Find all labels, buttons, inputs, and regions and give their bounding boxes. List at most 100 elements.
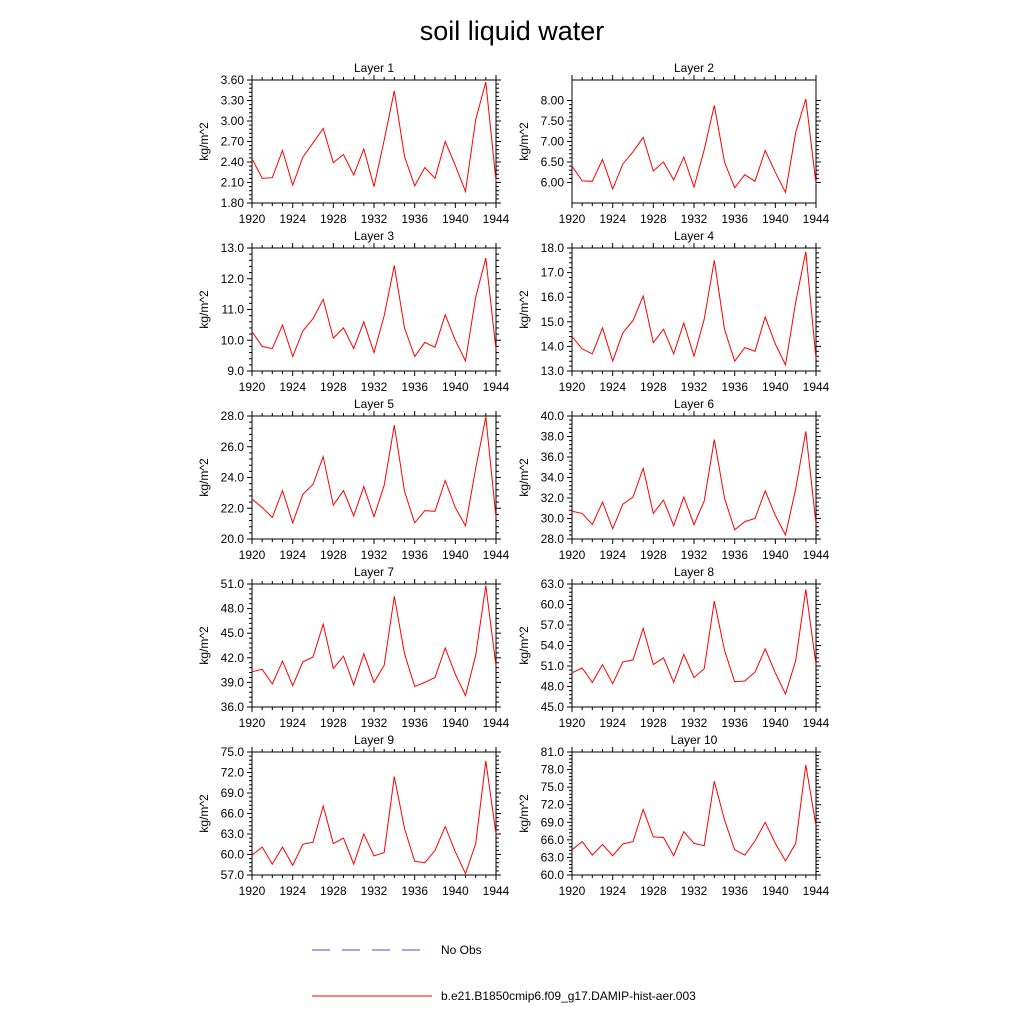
y-tick-label: 60.0	[541, 868, 565, 882]
x-tick-label: 1936	[721, 212, 748, 226]
y-tick-label: 10.0	[221, 333, 245, 347]
x-tick-label: 1932	[681, 380, 708, 394]
y-tick-label: 6.50	[541, 155, 565, 169]
x-tick-label: 1940	[762, 212, 789, 226]
x-tick-label: 1940	[762, 380, 789, 394]
x-tick-label: 1940	[442, 548, 469, 562]
x-tick-label: 1932	[681, 212, 708, 226]
y-tick-label: 17.0	[541, 266, 565, 280]
x-tick-label: 1944	[483, 548, 510, 562]
x-tick-label: 1936	[721, 380, 748, 394]
y-tick-label: 54.0	[541, 639, 565, 653]
y-tick-label: 34.0	[541, 471, 565, 485]
x-tick-label: 1920	[239, 548, 266, 562]
x-tick-label: 1920	[559, 380, 586, 394]
series-line	[571, 98, 817, 194]
y-tick-label: 36.0	[541, 450, 565, 464]
series-line	[571, 431, 817, 537]
x-tick-label: 1920	[239, 884, 266, 898]
panel-3: Layer 3 kg/m^2 9.0 10.0 11.0 12.0 13.0 1920 1924…	[197, 229, 510, 394]
y-tick-label: 57.0	[541, 618, 565, 632]
y-tick-label: 2.10	[221, 176, 245, 190]
panel-2: Layer 2 kg/m^2 6.00 6.50 7.00 7.50 8.00 1920 192…	[517, 61, 830, 226]
panel-title: Layer 4	[674, 229, 714, 243]
x-tick-label: 1944	[483, 380, 510, 394]
y-tick-label: 1.80	[221, 196, 245, 210]
x-tick-label: 1924	[279, 380, 306, 394]
series-line	[251, 257, 497, 363]
y-tick-label: 6.00	[541, 176, 565, 190]
plot-frame	[571, 751, 817, 876]
y-tick-label: 51.0	[221, 577, 245, 591]
x-tick-label: 1944	[483, 884, 510, 898]
panel-title: Layer 8	[674, 565, 714, 579]
x-tick-label: 1940	[762, 548, 789, 562]
y-tick-label: 13.0	[221, 241, 245, 255]
x-tick-label: 1924	[279, 212, 306, 226]
x-tick-label: 1924	[599, 716, 626, 730]
x-tick-label: 1928	[320, 380, 347, 394]
panel-10: Layer 10 kg/m^2 60.0 63.0 66.0 69.0 72.0 75.0 78…	[517, 733, 830, 898]
series-line	[251, 760, 497, 875]
y-tick-label: 42.0	[221, 651, 245, 665]
y-tick-label: 2.40	[221, 155, 245, 169]
x-tick-label: 1944	[803, 716, 830, 730]
y-tick-label: 9.0	[227, 364, 244, 378]
series-line	[251, 416, 497, 528]
panel-title: Layer 7	[354, 565, 394, 579]
y-axis-label: kg/m^2	[197, 290, 211, 329]
plot-frame	[251, 415, 497, 540]
y-tick-label: 28.0	[221, 409, 245, 423]
panel-5: Layer 5 kg/m^2 20.0 22.0 24.0 26.0 28.0 1920 192…	[197, 397, 510, 562]
x-tick-label: 1928	[640, 380, 667, 394]
x-tick-label: 1924	[279, 548, 306, 562]
y-tick-label: 8.00	[541, 94, 565, 108]
y-tick-label: 7.00	[541, 135, 565, 149]
plot-frame	[251, 583, 497, 708]
y-tick-label: 63.0	[541, 577, 565, 591]
y-tick-label: 48.0	[221, 602, 245, 616]
x-tick-label: 1924	[599, 212, 626, 226]
legend-label-model: b.e21.B1850cmip6.f09_g17.DAMIP-hist-aer.…	[441, 989, 696, 1003]
y-tick-label: 30.0	[541, 512, 565, 526]
y-tick-label: 63.0	[541, 850, 565, 864]
x-tick-label: 1928	[320, 212, 347, 226]
y-tick-label: 2.70	[221, 135, 245, 149]
panel-8: Layer 8 kg/m^2 45.0 48.0 51.0 54.0 57.0 60.0 63.…	[517, 565, 830, 730]
y-tick-label: 3.60	[221, 73, 245, 87]
y-tick-label: 26.0	[221, 440, 245, 454]
x-tick-label: 1928	[640, 716, 667, 730]
x-tick-label: 1928	[320, 716, 347, 730]
y-tick-label: 14.0	[541, 339, 565, 353]
x-tick-label: 1936	[401, 548, 428, 562]
panel-title: Layer 1	[354, 61, 394, 75]
x-tick-label: 1940	[442, 212, 469, 226]
x-tick-label: 1940	[442, 884, 469, 898]
x-tick-label: 1936	[401, 380, 428, 394]
x-tick-label: 1944	[803, 212, 830, 226]
y-tick-label: 22.0	[221, 501, 245, 515]
y-axis-label: kg/m^2	[197, 122, 211, 161]
x-tick-label: 1936	[721, 716, 748, 730]
y-tick-label: 48.0	[541, 680, 565, 694]
y-tick-label: 11.0	[222, 303, 245, 317]
y-tick-label: 18.0	[541, 241, 565, 255]
x-tick-label: 1920	[559, 548, 586, 562]
y-tick-label: 63.0	[221, 827, 245, 841]
x-tick-label: 1940	[442, 380, 469, 394]
series-line	[251, 585, 497, 697]
x-tick-label: 1932	[361, 380, 388, 394]
plot-frame	[571, 583, 817, 708]
y-axis-label: kg/m^2	[197, 794, 211, 833]
y-tick-label: 57.0	[221, 868, 245, 882]
legend: No Obs b.e21.B1850cmip6.f09_g17.DAMIP-hi…	[312, 943, 696, 1003]
figure-title: soil liquid water	[420, 16, 605, 46]
panel-7: Layer 7 kg/m^2 36.0 39.0 42.0 45.0 48.0 51.0 192…	[197, 565, 510, 730]
plot-frame	[571, 79, 817, 204]
y-axis-label: kg/m^2	[517, 626, 531, 665]
y-tick-label: 60.0	[221, 848, 245, 862]
legend-item-model: b.e21.B1850cmip6.f09_g17.DAMIP-hist-aer.…	[312, 989, 696, 1003]
x-tick-label: 1932	[361, 212, 388, 226]
y-axis-label: kg/m^2	[517, 122, 531, 161]
